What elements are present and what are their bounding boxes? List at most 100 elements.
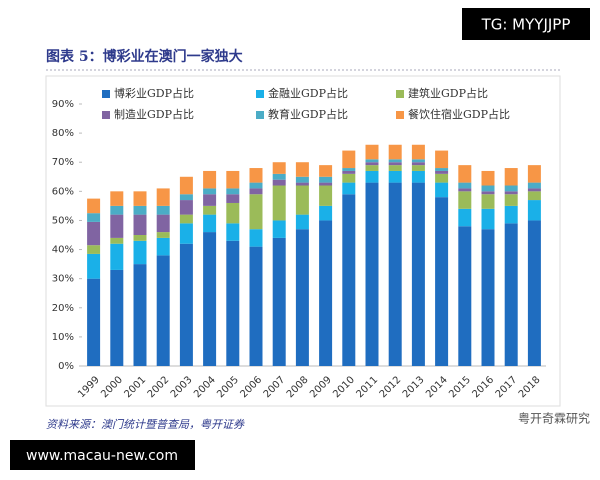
x-tick-label: 2009 [308,374,334,400]
site: www.macau-new.com [26,448,178,464]
bar-segment [249,182,263,189]
y-tick-label: 40% [52,245,74,256]
bar-segment [272,162,286,174]
x-tick-label: 2000 [99,374,125,400]
bar-segment [504,185,518,192]
bar-segment [156,255,170,366]
x-tick-label: 2012 [378,374,404,400]
bar-segment [342,168,356,171]
bar-segment [110,243,124,270]
bar-segment [342,194,356,366]
bar-segment [179,223,193,244]
bar-segment [133,205,147,215]
bar-segment [110,237,124,244]
bar-segment [87,245,101,254]
bar-segment [435,182,449,198]
bar-segment [319,165,333,177]
bar-segment [504,194,518,206]
badge-box [462,8,590,40]
x-tick-label: 2017 [494,374,520,400]
bar-segment [295,185,309,215]
bar-segment [388,182,402,366]
y-tick-label: 70% [52,157,74,168]
bar-segment [435,168,449,171]
bar-segment [87,198,101,214]
y-tick-label: 50% [52,215,74,226]
legend-swatch [102,90,110,98]
bar-segment [179,200,193,215]
bar-segment [156,237,170,256]
x-tick-label: 2006 [238,374,264,400]
x-tick-label: 2010 [331,374,357,400]
bar-segment [435,173,449,183]
bar-segment [226,240,240,366]
bar-segment [272,173,286,180]
bar-segment [388,162,402,166]
site-box [10,440,195,470]
bar-segment [87,253,101,279]
bar-segment [527,188,541,192]
bar-segment [435,197,449,366]
bar-segment [365,144,379,160]
bar-segment [226,223,240,241]
x-tick-label: 2016 [470,374,496,400]
bar-segment [435,150,449,169]
bar-segment [87,213,101,222]
bar-segment [249,194,263,230]
legend-swatch [396,111,404,119]
bar-segment [481,208,495,230]
bar-segment [411,170,425,183]
bar-segment [319,220,333,366]
x-tick-label: 2002 [146,374,172,400]
bar-segment [411,165,425,171]
y-tick-label: 0% [58,361,74,372]
bar-segment [504,205,518,224]
bar-segment [319,205,333,221]
legend-label: 建筑业GDP占比 [408,86,488,100]
bar-segment [203,232,217,366]
bar-segment [295,229,309,366]
bar-segment [226,170,240,189]
bar-segment [458,191,472,209]
bar-segment [249,246,263,366]
bar-segment [458,165,472,183]
bar-segment [249,188,263,195]
bar-segment [272,185,286,221]
bar-segment [110,191,124,206]
y-tick-label: 10% [52,332,74,343]
bar-segment [481,229,495,366]
bar-segment [319,182,333,186]
bar-segment [203,170,217,189]
legend-swatch [102,111,110,119]
bar-segment [87,221,101,246]
bar-segment [203,205,217,215]
bar-segment [179,194,193,201]
bar-segment [388,159,402,163]
bar-segment [179,243,193,366]
bar-segment [203,188,217,195]
bar-segment [295,182,309,186]
bar-segment [342,150,356,169]
legend-swatch [396,90,404,98]
bar-segment [481,191,495,195]
bar-segment [342,173,356,183]
bar-segment [133,235,147,241]
bar-segment [527,220,541,366]
watermark: 粤开奇霖研究 [518,411,590,426]
bar-segment [388,144,402,160]
bar-segment [527,182,541,189]
bar-segment [295,176,309,183]
bar-segment [133,214,147,235]
bar-segment [179,214,193,224]
bar-segment [365,165,379,171]
x-tick-label: 2003 [169,374,195,400]
bar-segment [203,194,217,206]
bar-segment [388,165,402,171]
bar-segment [527,191,541,201]
bar-segment [133,240,147,265]
bar-segment [110,214,124,238]
x-tick-label: 2001 [122,374,148,400]
bar-segment [481,185,495,192]
